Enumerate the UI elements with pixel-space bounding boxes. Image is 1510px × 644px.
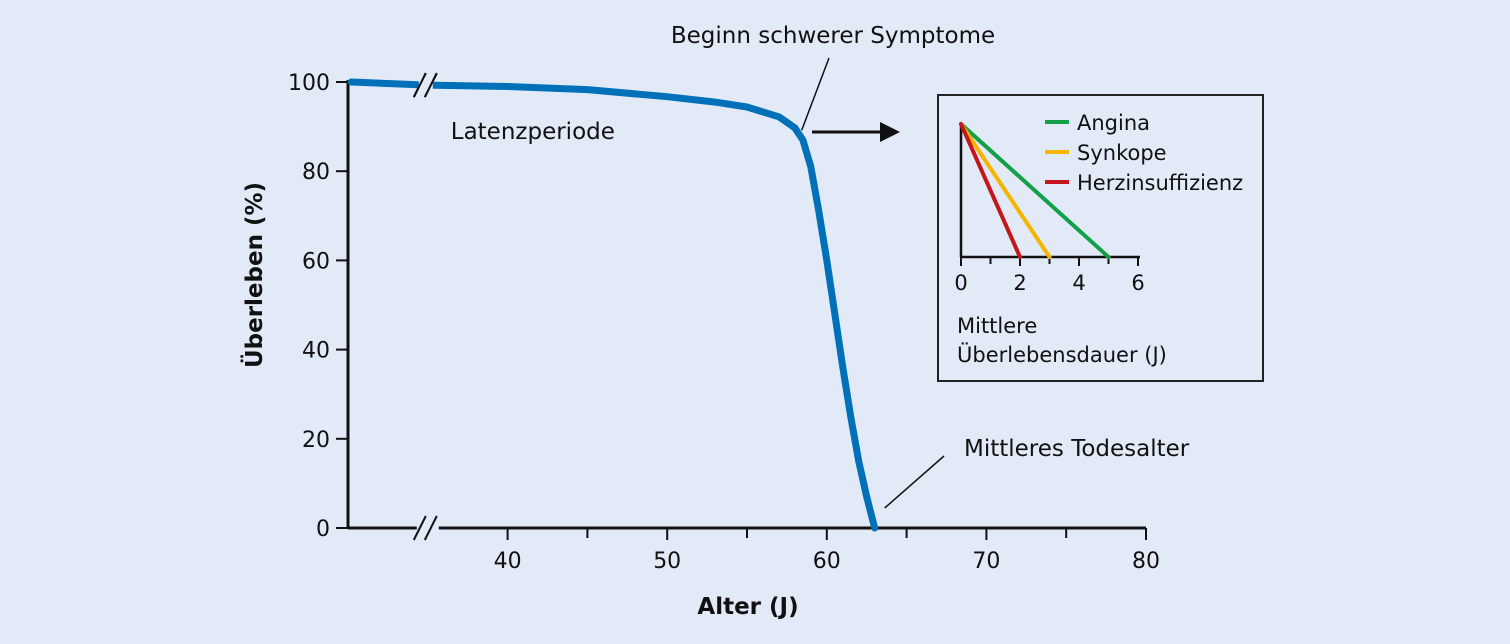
inset-x-tick-label: 2 bbox=[1013, 271, 1026, 295]
leader-line-symptome bbox=[800, 57, 830, 131]
inset-x-axis-title-line1: Mittlere bbox=[957, 314, 1037, 338]
y-tick-label: 100 bbox=[288, 71, 330, 96]
inset-panel: 0 2 4 6 Angina Synkope Herzinsuffizienz Mittl… bbox=[937, 94, 1264, 382]
inset-series-line-herzinsuffizienz bbox=[959, 122, 1022, 259]
annotation-mittleres-todesalter: Mittleres Todesalter bbox=[964, 436, 1190, 462]
inset-x-tick-label: 6 bbox=[1131, 271, 1144, 295]
x-tick-label: 80 bbox=[1132, 549, 1160, 574]
curve-break-mark bbox=[412, 72, 427, 98]
arrow-to-inset bbox=[812, 122, 900, 142]
y-axis-title: Überleben (%) bbox=[240, 182, 268, 368]
inset-x-tick-label: 0 bbox=[954, 271, 967, 295]
annotations: Latenzperiode Beginn schwerer Symptome Mit… bbox=[451, 23, 1190, 509]
annotation-latenzperiode: Latenzperiode bbox=[451, 119, 615, 145]
y-tick-label: 60 bbox=[302, 249, 330, 274]
inset-axes: 0 2 4 6 bbox=[954, 124, 1145, 295]
inset-frame bbox=[937, 94, 1264, 382]
legend-label-synkope: Synkope bbox=[1077, 141, 1167, 165]
y-tick-label: 80 bbox=[302, 160, 330, 185]
axis-break-mark bbox=[412, 515, 439, 541]
inset-series-line-angina bbox=[959, 122, 1111, 259]
legend-label-angina: Angina bbox=[1077, 111, 1150, 135]
inset-plot bbox=[959, 122, 1111, 259]
x-tick-label: 50 bbox=[653, 549, 681, 574]
leader-line-todesalter bbox=[884, 455, 945, 509]
legend-label-herzinsuffizienz: Herzinsuffizienz bbox=[1077, 171, 1243, 195]
x-axis-title: Alter (J) bbox=[697, 594, 798, 620]
curve-break-mark bbox=[423, 72, 438, 98]
main-plot bbox=[347, 72, 879, 532]
survival-curve bbox=[347, 78, 879, 532]
y-tick-label: 0 bbox=[316, 517, 330, 542]
inset-series-line-synkope bbox=[959, 122, 1052, 259]
x-tick-label: 60 bbox=[813, 549, 841, 574]
inset-legend: Angina Synkope Herzinsuffizienz bbox=[1045, 111, 1243, 195]
inset-x-axis-title-line2: Überlebensdauer (J) bbox=[957, 342, 1167, 367]
y-tick-label: 40 bbox=[302, 339, 330, 364]
inset-x-tick-label: 4 bbox=[1072, 271, 1085, 295]
y-tick-label: 20 bbox=[302, 428, 330, 453]
annotation-beginn-schwerer-symptome: Beginn schwerer Symptome bbox=[671, 23, 995, 49]
x-tick-label: 70 bbox=[972, 549, 1000, 574]
x-tick-label: 40 bbox=[494, 549, 522, 574]
